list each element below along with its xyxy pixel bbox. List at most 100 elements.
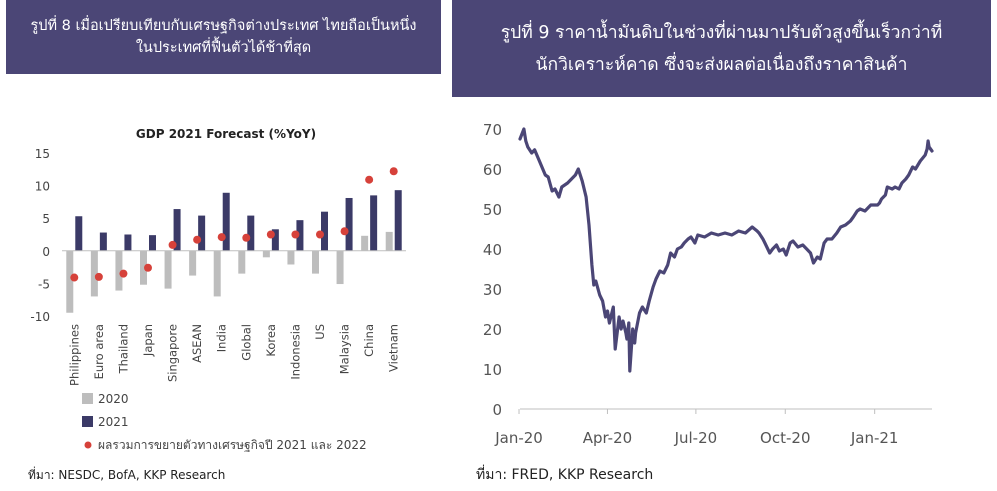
oil-x-tick-label: Apr-20 [583, 429, 633, 447]
bar-2021 [345, 197, 353, 251]
bar-2020 [115, 250, 123, 291]
left-caption-line-2: ในประเทศที่ฟื้นตัวได้ช้าที่สุด [135, 40, 312, 56]
bar-2021 [296, 220, 304, 251]
bar-2021 [198, 215, 206, 251]
oil-y-tick-label: 20 [483, 321, 502, 339]
gdp-forecast-chart: GDP 2021 Forecast (%YoY) -10 -5 0 5 10 15 Phi… [30, 127, 406, 452]
gdp-y-tick-label: -10 [30, 310, 50, 324]
gdp-chart-title: GDP 2021 Forecast (%YoY) [136, 127, 316, 141]
oil-price-line [518, 127, 934, 373]
bar-2020 [66, 250, 74, 313]
bar-2021 [173, 209, 181, 251]
bar-2020 [287, 250, 295, 265]
gdp-y-tick-label: 15 [35, 147, 50, 161]
cumulative-growth-dot [94, 272, 103, 281]
oil-x-tick-label: Oct-20 [760, 429, 810, 447]
gdp-bars [66, 190, 402, 313]
legend-2020-label: 2020 [98, 392, 129, 406]
bar-2020 [90, 250, 98, 297]
gdp-category-label: Vietnam [387, 324, 401, 372]
gdp-y-tick-label: 10 [35, 180, 50, 194]
gdp-legend: 2020 2021 ผลรวมการขยายตัวทางเศรษฐกิจปี 2… [82, 392, 367, 452]
bar-2021 [370, 195, 378, 251]
legend-dot-marker [84, 441, 92, 449]
bar-2021 [75, 216, 83, 251]
cumulative-growth-dot [242, 233, 251, 242]
gdp-category-label: US [313, 324, 327, 340]
gdp-category-label: China [362, 324, 376, 357]
bar-2020 [164, 250, 172, 289]
cumulative-growth-dot [291, 230, 300, 239]
gdp-category-label: Thailand [116, 324, 130, 374]
bar-2020 [361, 235, 369, 251]
cumulative-growth-dot [389, 167, 398, 176]
bar-2021 [321, 211, 328, 251]
oil-x-axis: Jan-20 Apr-20 Jul-20 Oct-20 Jan-21 [494, 409, 898, 447]
right-figure-caption: รูปที่ 9 ราคาน้ำมันดิบในช่วงที่ผ่านมาปรั… [452, 0, 991, 97]
bar-2020 [336, 250, 344, 285]
oil-x-tick-label: Jan-21 [850, 429, 899, 447]
gdp-category-label: Korea [264, 324, 278, 357]
gdp-category-label: Malaysia [338, 324, 352, 374]
cumulative-growth-dot [144, 263, 152, 272]
left-figure-caption: รูปที่ 8 เมื่อเปรียบเทียบกับเศรษฐกิจต่าง… [6, 0, 441, 74]
bar-2021 [394, 190, 402, 251]
gdp-category-label: India [215, 324, 229, 352]
gdp-y-tick-label: -5 [38, 277, 50, 291]
bar-2020 [140, 250, 147, 285]
cumulative-growth-dot [193, 235, 202, 244]
oil-y-tick-label: 60 [483, 161, 502, 179]
legend-2020-swatch [82, 393, 93, 404]
cumulative-growth-dot [340, 227, 349, 236]
oil-y-tick-label: 10 [483, 361, 502, 379]
legend-2021-label: 2021 [98, 415, 129, 429]
bar-2021 [247, 215, 255, 251]
gdp-y-axis: -10 -5 0 5 10 15 [30, 147, 50, 324]
gdp-category-label: Indonesia [288, 324, 302, 380]
oil-x-tick-label: Jul-20 [674, 429, 718, 447]
oil-x-tick-label: Jan-20 [494, 429, 543, 447]
gdp-category-label: Singapore [166, 324, 180, 382]
bar-2021 [99, 232, 107, 251]
bar-2020 [262, 250, 270, 258]
bar-2020 [385, 231, 393, 251]
gdp-y-tick-label: 5 [42, 212, 50, 226]
oil-y-tick-label: 40 [483, 241, 502, 259]
gdp-category-label: Japan [141, 324, 155, 357]
left-caption-line-1: รูปที่ 8 เมื่อเปรียบเทียบกับเศรษฐกิจต่าง… [30, 18, 417, 34]
cumulative-growth-dot [119, 269, 128, 278]
gdp-dots [70, 167, 398, 282]
left-source-note: ที่มา: NESDC, BofA, KKP Research [28, 468, 226, 482]
gdp-category-label: Global [239, 324, 253, 361]
oil-y-tick-label: 70 [483, 121, 502, 139]
right-caption-line-1: รูปที่ 9 ราคาน้ำมันดิบในช่วงที่ผ่านมาปรั… [500, 22, 943, 43]
cumulative-growth-dot [217, 233, 226, 242]
bar-2021 [149, 235, 156, 251]
bar-2020 [238, 250, 246, 274]
oil-y-tick-label: 0 [492, 401, 502, 419]
oil-y-tick-label: 50 [483, 201, 502, 219]
gdp-y-tick-label: 0 [42, 245, 50, 259]
bar-2020 [312, 250, 319, 274]
cumulative-growth-dot [70, 273, 79, 282]
right-source-note: ที่มา: FRED, KKP Research [476, 467, 654, 483]
oil-y-tick-label: 30 [483, 281, 502, 299]
gdp-category-label: Euro area [92, 324, 106, 379]
bar-2021 [271, 229, 279, 251]
gdp-category-label: Philippines [67, 324, 81, 386]
right-caption-line-2: นักวิเคราะห์คาด ซึ่งจะส่งผลต่อเนื่องถึงร… [535, 54, 908, 75]
legend-2021-swatch [82, 416, 93, 427]
bar-2021 [222, 192, 230, 251]
legend-dot-label: ผลรวมการขยายตัวทางเศรษฐกิจปี 2021 และ 20… [98, 438, 367, 452]
cumulative-growth-dot [168, 240, 177, 249]
gdp-x-axis: Philippines Euro area Thailand Japan Singapo… [67, 324, 400, 386]
gdp-category-label: ASEAN [190, 324, 204, 363]
cumulative-growth-dot [365, 175, 374, 184]
cumulative-growth-dot [266, 230, 275, 239]
cumulative-growth-dot [316, 230, 324, 239]
oil-y-axis: 0 10 20 30 40 50 60 70 [483, 121, 502, 419]
bar-2020 [213, 250, 221, 297]
bar-2020 [189, 250, 197, 276]
bar-2021 [124, 234, 132, 251]
